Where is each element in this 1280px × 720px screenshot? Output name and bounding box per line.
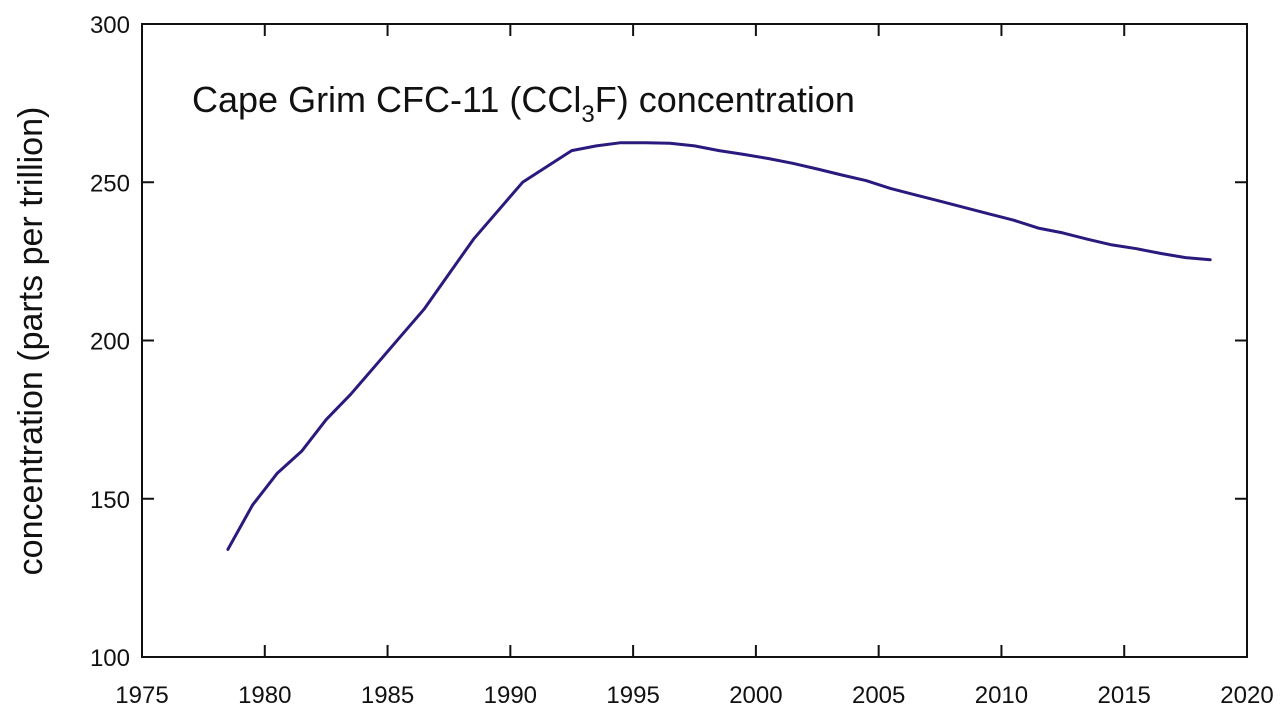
y-tick-label: 250: [90, 170, 130, 197]
x-axis-tick-labels: 1975 1980 1985 1990 1995 2000 2005 2010 2015 2020: [115, 682, 1273, 709]
x-tick-label: 1985: [361, 682, 414, 709]
y-tick-label: 150: [90, 487, 130, 514]
x-tick-label: 2020: [1220, 682, 1273, 709]
x-tick-label: 2010: [975, 682, 1028, 709]
x-tick-label: 2000: [729, 682, 782, 709]
chart-title: Cape Grim CFC-11 (CCl3F) concentration: [192, 79, 855, 128]
y-tick-label: 200: [90, 329, 130, 356]
x-tick-label: 1995: [606, 682, 659, 709]
y-axis-tick-labels: 100 150 200 250 300: [90, 12, 130, 672]
y-tick-label: 100: [90, 645, 130, 672]
x-tick-label: 1990: [484, 682, 537, 709]
y-tick-label: 300: [90, 12, 130, 39]
axis-ticks: [141, 23, 1248, 658]
x-tick-label: 2005: [852, 682, 905, 709]
title-subscript: 3: [581, 101, 594, 128]
x-tick-label: 1975: [115, 682, 168, 709]
series-line: [226, 141, 1212, 551]
title-main: Cape Grim CFC-11 (CCl: [192, 79, 581, 120]
x-tick-label: 2015: [1098, 682, 1151, 709]
title-rest: F) concentration: [595, 79, 855, 120]
y-axis-label: concentration (parts per trillion): [12, 107, 50, 576]
x-tick-label: 1980: [238, 682, 291, 709]
